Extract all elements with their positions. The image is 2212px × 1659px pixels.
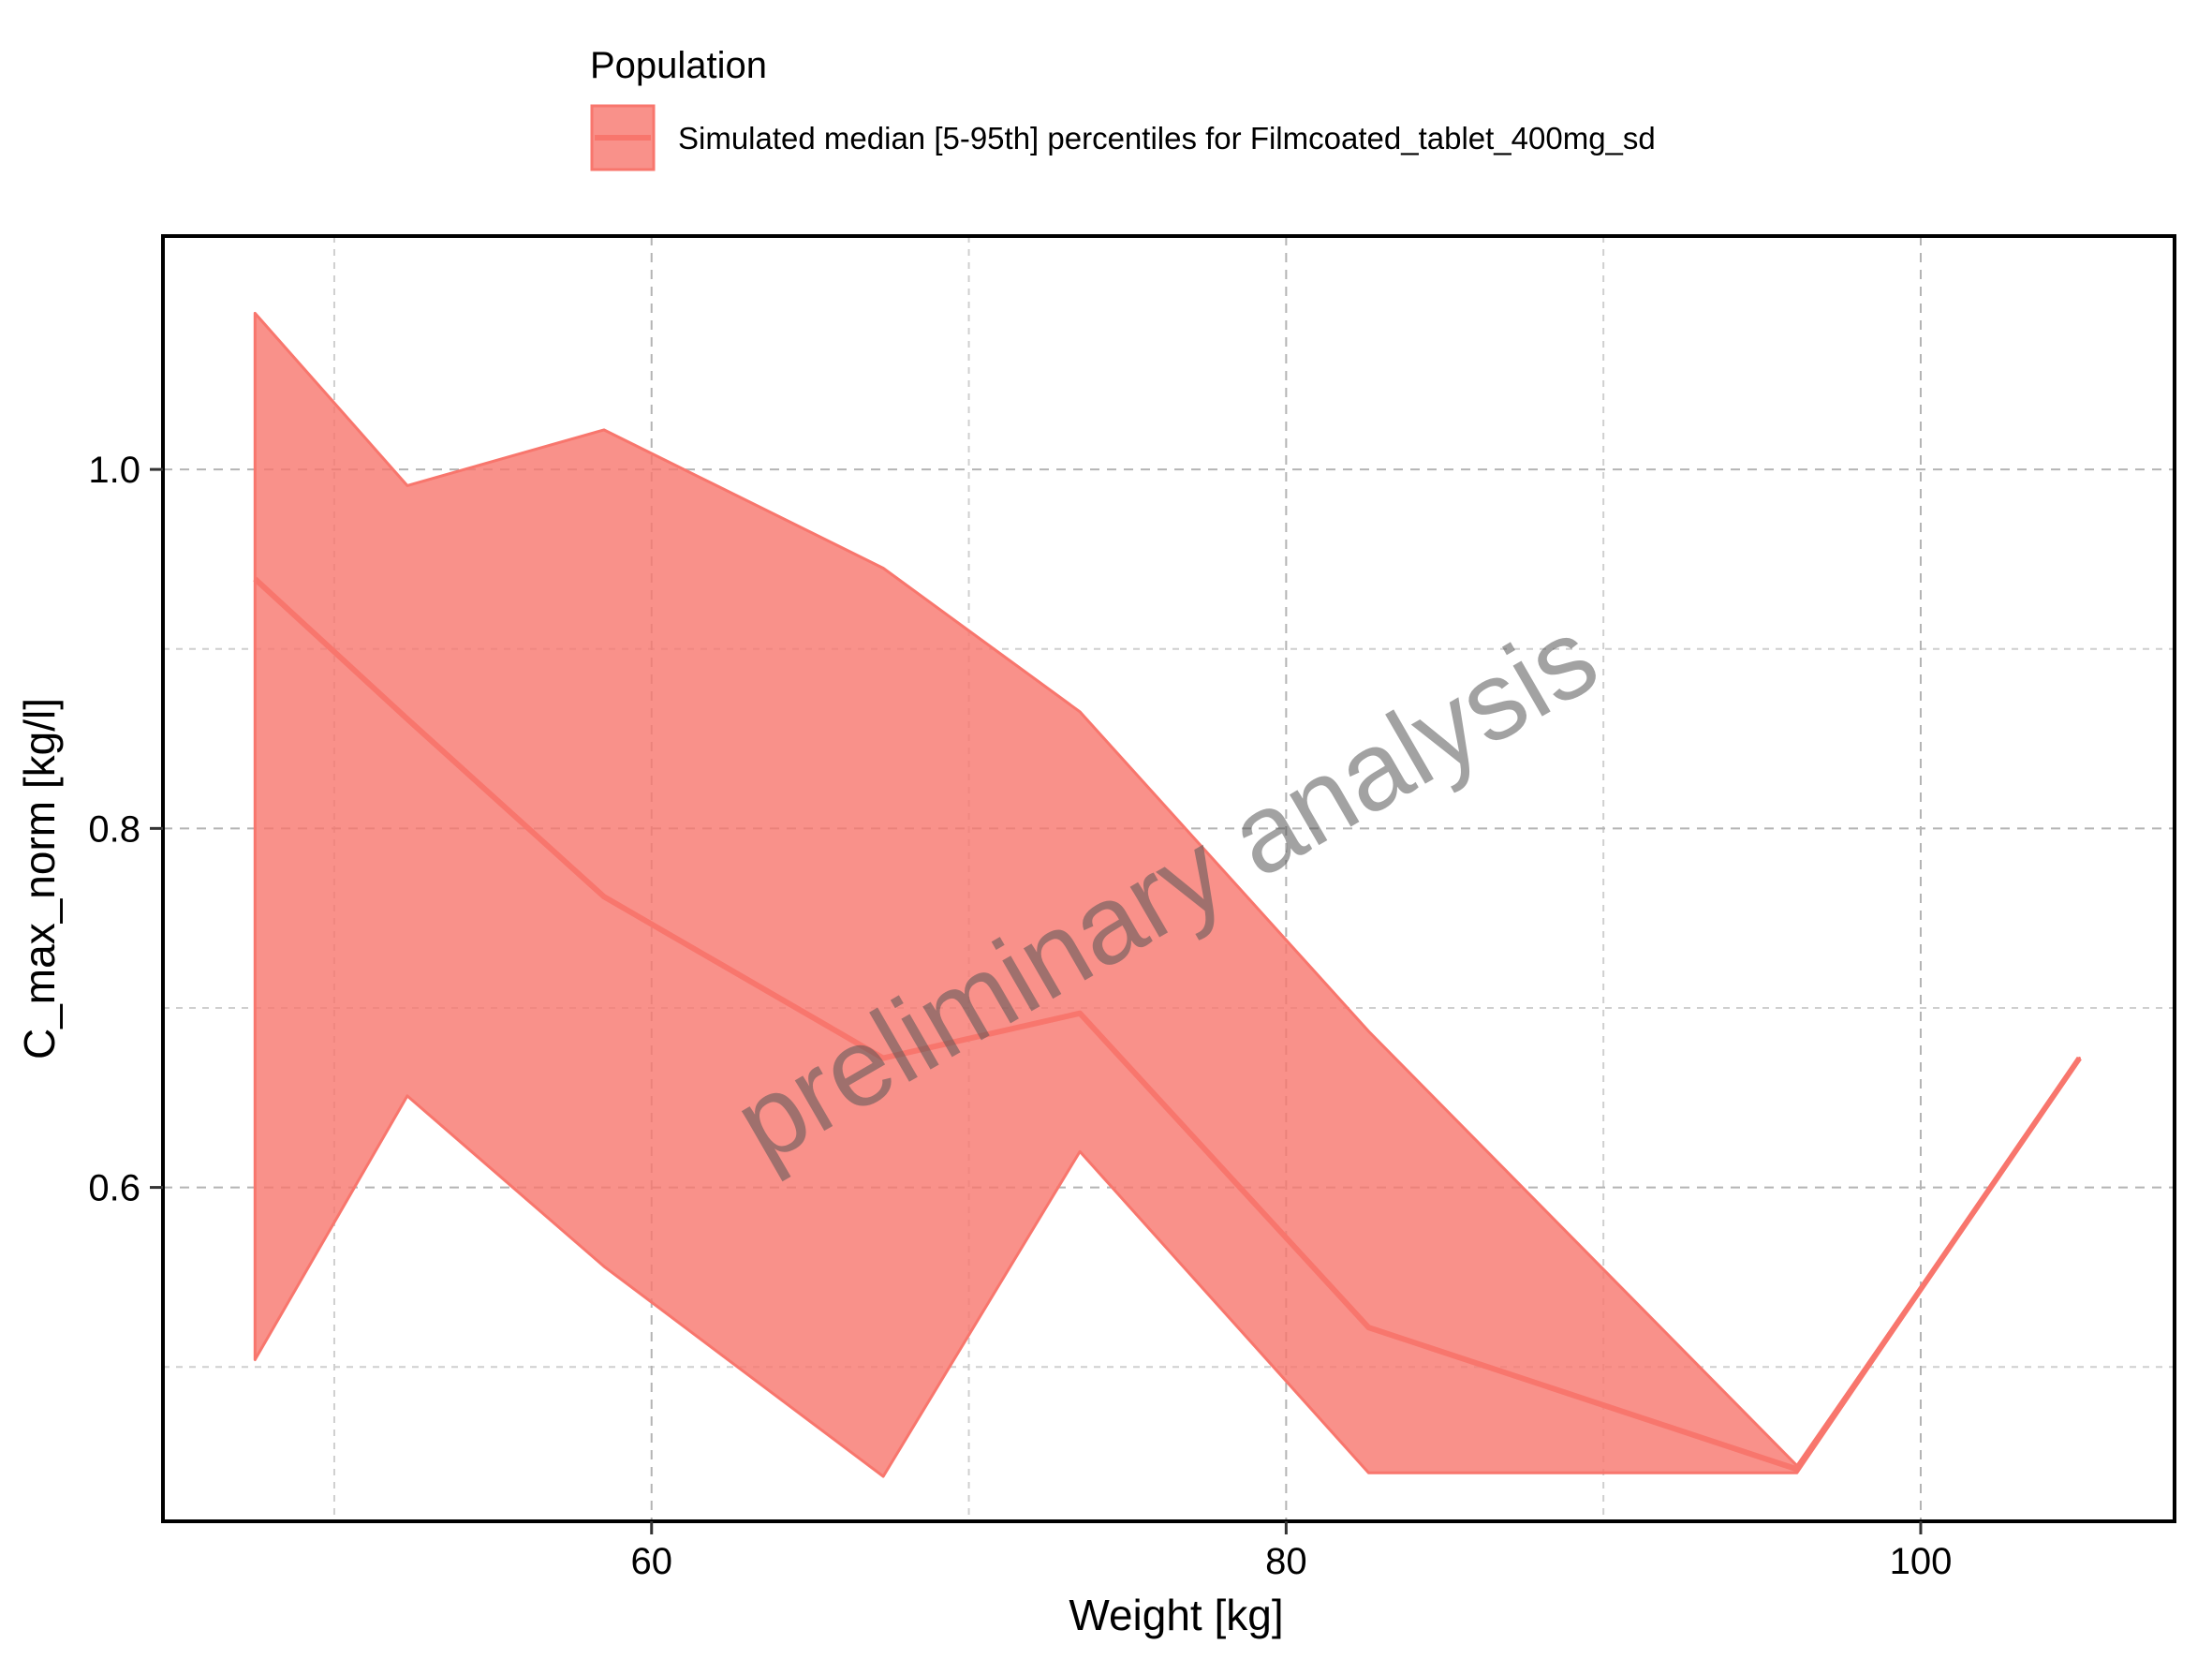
plot-border: [161, 234, 2176, 1523]
y-axis-label: C_max_norm [kg/l]: [15, 698, 64, 1059]
x-axis-label: Weight [kg]: [1069, 1591, 1283, 1639]
x-tick-label: 80: [1265, 1541, 1307, 1582]
y-tick-label: 0.6: [88, 1168, 140, 1209]
x-tick-label: 100: [1890, 1541, 1953, 1582]
x-tick-label: 60: [631, 1541, 673, 1582]
legend-entry-label: Simulated median [5-95th] percentiles fo…: [678, 121, 1656, 156]
y-tick-label: 1.0: [88, 450, 140, 491]
median-line: [253, 576, 2082, 1473]
plot-layer: [253, 311, 2082, 1478]
y-tick-label: 0.8: [88, 808, 140, 850]
axes: 60 80 100 0.6 0.8 1.0: [88, 450, 1952, 1582]
legend: Population Simulated median [5-95th] per…: [590, 45, 1656, 171]
legend-title: Population: [590, 45, 767, 86]
